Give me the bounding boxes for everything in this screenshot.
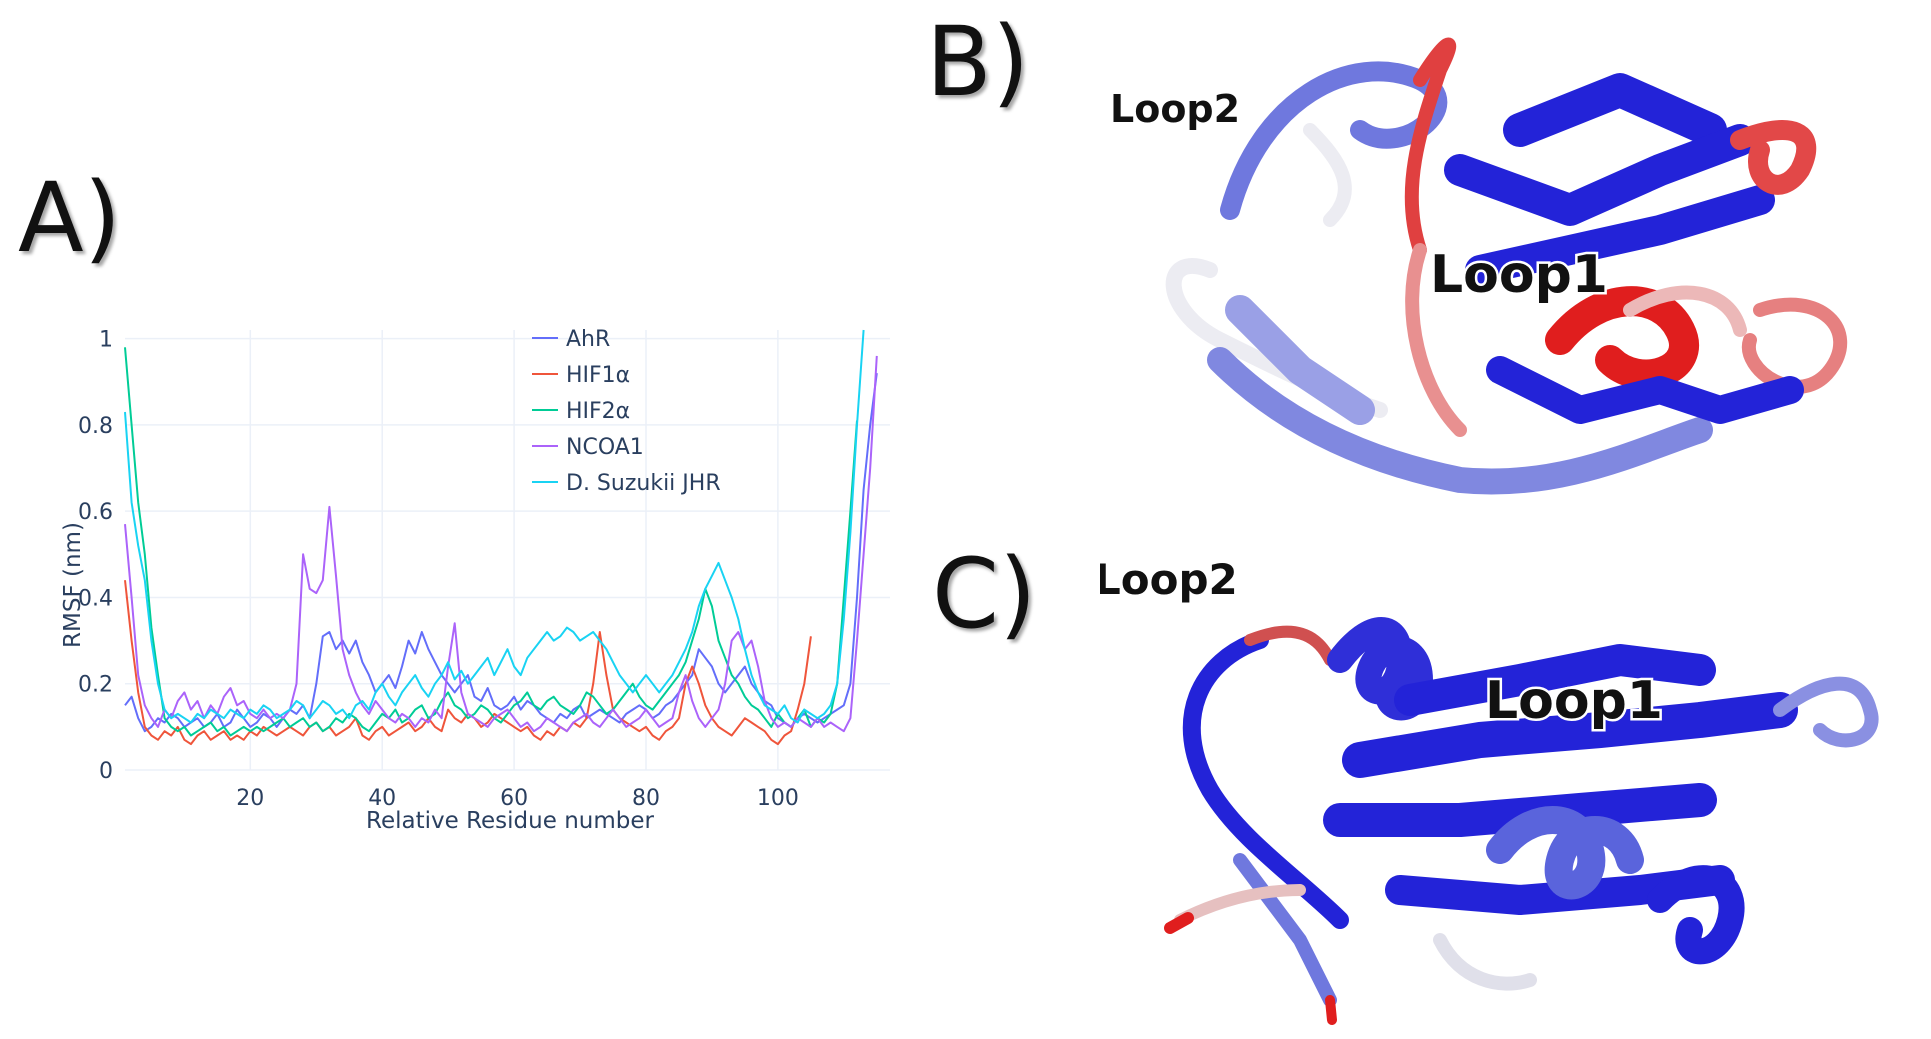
chart-gridlines bbox=[125, 330, 890, 771]
series-line-ncoa1 bbox=[124, 355, 878, 733]
rmsf-chart: 0 0.2 0.4 0.6 0.8 1 20 40 60 80 100 AhR HIF1α HIF2α N… bbox=[60, 327, 890, 834]
x-axis-title: Relative Residue number bbox=[366, 808, 654, 834]
loop2-label-b: Loop2 bbox=[1110, 87, 1240, 131]
y-tick-label: 1 bbox=[99, 328, 113, 353]
series-line-hif2- bbox=[124, 347, 858, 737]
legend-entry: D. Suzukii JHR bbox=[566, 471, 721, 496]
legend-entry: AhR bbox=[566, 327, 610, 352]
loop2-label-c: Loop2 bbox=[1100, 560, 1238, 604]
loop1-label-c: Loop1 bbox=[1485, 671, 1663, 731]
legend-entry: HIF2α bbox=[566, 399, 630, 424]
y-tick-label: 0 bbox=[99, 759, 113, 784]
y-tick-label: 0.4 bbox=[78, 586, 113, 611]
legend-entry: HIF1α bbox=[566, 363, 630, 388]
chart-legend: AhR HIF1α HIF2α NCOA1 D. Suzukii JHR bbox=[532, 327, 721, 496]
x-tick-label: 20 bbox=[236, 786, 264, 811]
x-tick-label: 80 bbox=[632, 786, 660, 811]
x-tick-label: 100 bbox=[757, 786, 799, 811]
protein-structure-b: Loop2 Loop1 bbox=[1108, 37, 1848, 495]
protein-structure-c: Loop2 Loop1 bbox=[1100, 560, 1879, 1025]
series-line-ahr bbox=[124, 372, 878, 733]
y-tick-label: 0.8 bbox=[78, 414, 113, 439]
loop1-label-b: Loop1 bbox=[1430, 245, 1608, 305]
ribbon-c bbox=[1164, 617, 1879, 1025]
chart-series bbox=[124, 329, 878, 746]
series-line-d-suzukii-jhr bbox=[124, 329, 865, 724]
y-tick-label: 0.6 bbox=[78, 500, 113, 525]
y-tick-label: 0.2 bbox=[78, 673, 113, 698]
x-tick-label: 40 bbox=[368, 786, 396, 811]
legend-entry: NCOA1 bbox=[566, 435, 644, 460]
x-tick-label: 60 bbox=[500, 786, 528, 811]
y-axis-title: RMSF (nm) bbox=[60, 522, 86, 648]
chart-axes: 0 0.2 0.4 0.6 0.8 1 20 40 60 80 100 bbox=[78, 328, 799, 811]
panel-a-label: A) bbox=[18, 162, 122, 274]
panel-b-label: B) bbox=[926, 6, 1030, 118]
panel-c-label: C) bbox=[932, 538, 1037, 650]
ribbon-b bbox=[1165, 37, 1848, 495]
